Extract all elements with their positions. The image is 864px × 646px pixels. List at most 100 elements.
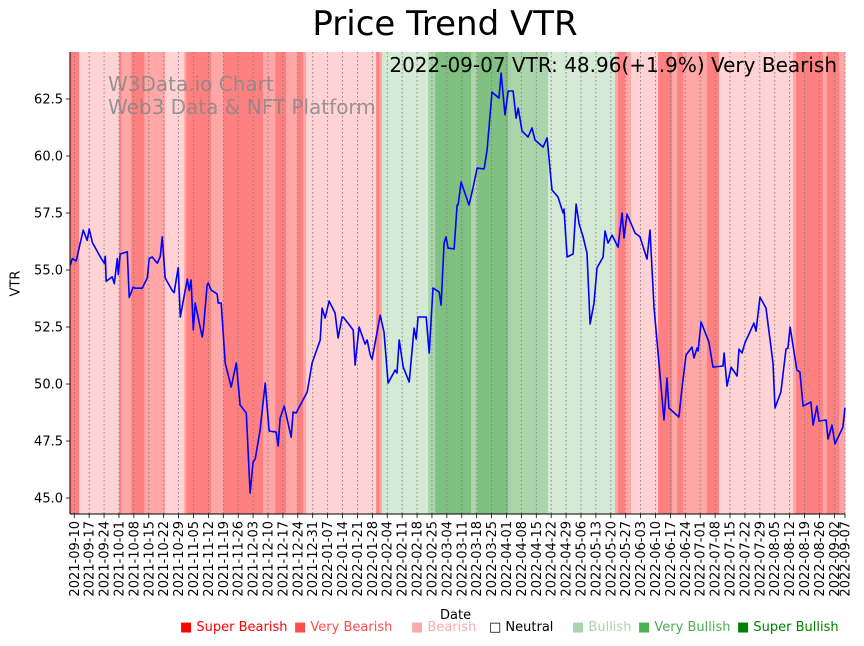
x-tick-label: 2021-12-10	[262, 521, 277, 597]
x-tick-label: 2022-06-17	[664, 521, 679, 597]
x-tick-label: 2021-11-26	[232, 521, 247, 597]
x-tick-label: 2022-05-13	[589, 521, 604, 597]
sentiment-band	[211, 52, 224, 514]
x-tick-label: 2021-10-22	[157, 521, 172, 597]
legend-label: Very Bearish	[310, 620, 393, 635]
chart-title: Price Trend VTR	[312, 4, 578, 44]
x-tick-label: 2022-04-22	[545, 521, 560, 597]
x-tick-label: 2022-04-01	[500, 521, 515, 597]
legend-label: Bearish	[427, 620, 477, 635]
sentiment-band	[306, 52, 377, 514]
x-tick-label: 2022-09-07	[839, 521, 854, 597]
y-tick-label: 45.0	[34, 492, 63, 507]
y-axis-label: VTR	[8, 270, 24, 297]
sentiment-band	[793, 52, 797, 514]
x-tick-label: 2022-08-12	[783, 521, 798, 597]
x-tick-label: 2022-03-25	[485, 521, 500, 597]
sentiment-band	[275, 52, 287, 514]
sentiment-band	[379, 52, 383, 514]
y-tick-label: 60.0	[34, 149, 63, 164]
x-tick-label: 2022-04-15	[530, 521, 545, 597]
sentiment-band	[618, 52, 626, 514]
x-tick-label: 2021-09-24	[98, 521, 113, 597]
x-tick-label: 2021-10-15	[142, 521, 157, 597]
legend-label: Super Bearish	[196, 620, 288, 635]
legend-item: ■ Very Bearish	[294, 620, 392, 635]
x-tick-label: 2021-11-05	[187, 521, 202, 597]
legend-label: Very Bullish	[654, 620, 731, 635]
legend-marker-icon: ■	[180, 620, 197, 635]
x-tick-label: 2022-07-22	[738, 521, 753, 597]
x-tick-label: 2021-09-10	[68, 521, 83, 597]
sentiment-band	[376, 52, 380, 514]
x-tick-label: 2021-11-19	[217, 521, 232, 597]
x-tick-label: 2021-12-24	[291, 521, 306, 597]
sentiment-band	[121, 52, 132, 514]
sentiment-band	[144, 52, 166, 514]
x-tick-label: 2022-09-02	[828, 521, 843, 597]
sentiment-band	[822, 52, 828, 514]
sentiment-band	[826, 52, 840, 514]
x-tick-label: 2022-08-19	[798, 521, 813, 597]
sentiment-band	[303, 52, 307, 514]
sentiment-band	[297, 52, 304, 514]
sentiment-band	[263, 52, 276, 514]
x-tick-label: 2022-08-05	[768, 521, 783, 597]
legend-item: ■ Bullish	[572, 620, 631, 635]
x-tick-label: 2022-01-28	[366, 521, 381, 597]
legend-marker-icon: ■	[411, 620, 428, 635]
x-tick-label: 2022-05-20	[604, 521, 619, 597]
watermark-line-1: W3Data.io Chart	[108, 72, 274, 96]
x-tick-label: 2021-12-17	[276, 521, 291, 597]
x-tick-label: 2022-02-18	[411, 521, 426, 597]
x-tick-label: 2022-06-03	[634, 521, 649, 597]
y-tick-label: 57.5	[34, 206, 63, 221]
x-tick-label: 2022-07-15	[724, 521, 739, 597]
y-tick-label: 52.5	[34, 321, 63, 336]
sentiment-band	[839, 52, 846, 514]
x-tick-label: 2022-04-29	[560, 521, 575, 597]
sentiment-band	[683, 52, 708, 514]
sentiment-band	[477, 52, 509, 514]
y-tick-label: 55.0	[34, 264, 63, 279]
x-tick-label: 2022-06-10	[649, 521, 664, 597]
x-tick-label: 2022-06-24	[679, 521, 694, 597]
x-tick-label: 2022-02-25	[425, 521, 440, 597]
x-tick-label: 2022-02-04	[381, 521, 396, 597]
sentiment-band	[471, 52, 478, 514]
legend-marker-icon: ■	[638, 620, 655, 635]
sentiment-band	[631, 52, 659, 514]
x-tick-label: 2022-03-04	[440, 521, 455, 597]
legend-label: Super Bullish	[753, 620, 839, 635]
legend-label: Neutral	[505, 620, 554, 635]
sentiment-band	[435, 52, 472, 514]
legend-item: ■ Super Bearish	[180, 620, 288, 635]
y-tick-label: 50.0	[34, 378, 63, 393]
legend-marker-icon: ■	[737, 620, 754, 635]
sentiment-band	[547, 52, 616, 514]
sentiment-band	[286, 52, 298, 514]
sentiment-band	[672, 52, 678, 514]
x-tick-label: 2022-01-21	[351, 521, 366, 597]
x-tick-label: 2022-03-18	[470, 521, 485, 597]
x-tick-label: 2022-08-26	[813, 521, 828, 597]
sentiment-band	[184, 52, 187, 514]
latest-value-annotation: 2022-09-07 VTR: 48.96(+1.9%) Very Bearis…	[389, 53, 837, 77]
sentiment-band	[615, 52, 619, 514]
x-tick-label: 2022-07-08	[709, 521, 724, 597]
x-tick-label: 2022-05-27	[619, 521, 634, 597]
legend-marker-icon: ■	[294, 620, 311, 635]
x-tick-label: 2021-10-29	[172, 521, 187, 597]
x-tick-label: 2022-03-11	[455, 521, 470, 597]
sentiment-band	[428, 52, 436, 514]
legend-item: □ Neutral	[489, 620, 553, 635]
sentiment-band	[677, 52, 684, 514]
sentiment-band	[718, 52, 794, 514]
legend-marker-icon: □	[489, 620, 506, 635]
legend-item: ■ Super Bullish	[737, 620, 839, 635]
y-tick-label: 62.5	[34, 92, 63, 107]
x-tick-label: 2022-07-29	[753, 521, 768, 597]
x-tick-label: 2021-12-03	[247, 521, 262, 597]
sentiment-band	[119, 52, 122, 514]
legend-item: ■ Very Bullish	[638, 620, 730, 635]
